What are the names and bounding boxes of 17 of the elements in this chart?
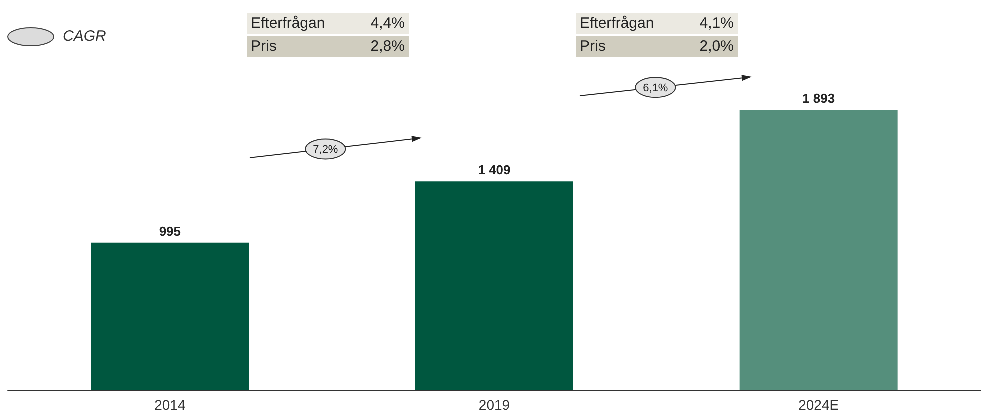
text: 2,0% [700, 38, 734, 55]
x-tick-label: 2014 [154, 397, 186, 413]
text: 6,1% [643, 82, 668, 95]
x-tick-label: 2024E [798, 397, 840, 413]
text: Pris [251, 38, 277, 55]
text: Pris [580, 38, 606, 55]
text: Efterfrågan [251, 14, 326, 32]
x-tick-label: 2019 [478, 397, 510, 413]
text: 4,1% [700, 14, 734, 32]
text: 4,4% [370, 14, 405, 32]
data-label: 995 [159, 224, 182, 239]
data-label: 1 893 [802, 91, 836, 106]
text: Efterfrågan [580, 14, 654, 32]
text: CAGR [63, 28, 107, 45]
text: 2,8% [370, 38, 405, 55]
annotation: 7,2% [313, 144, 338, 156]
data-label: 1 409 [478, 162, 511, 178]
